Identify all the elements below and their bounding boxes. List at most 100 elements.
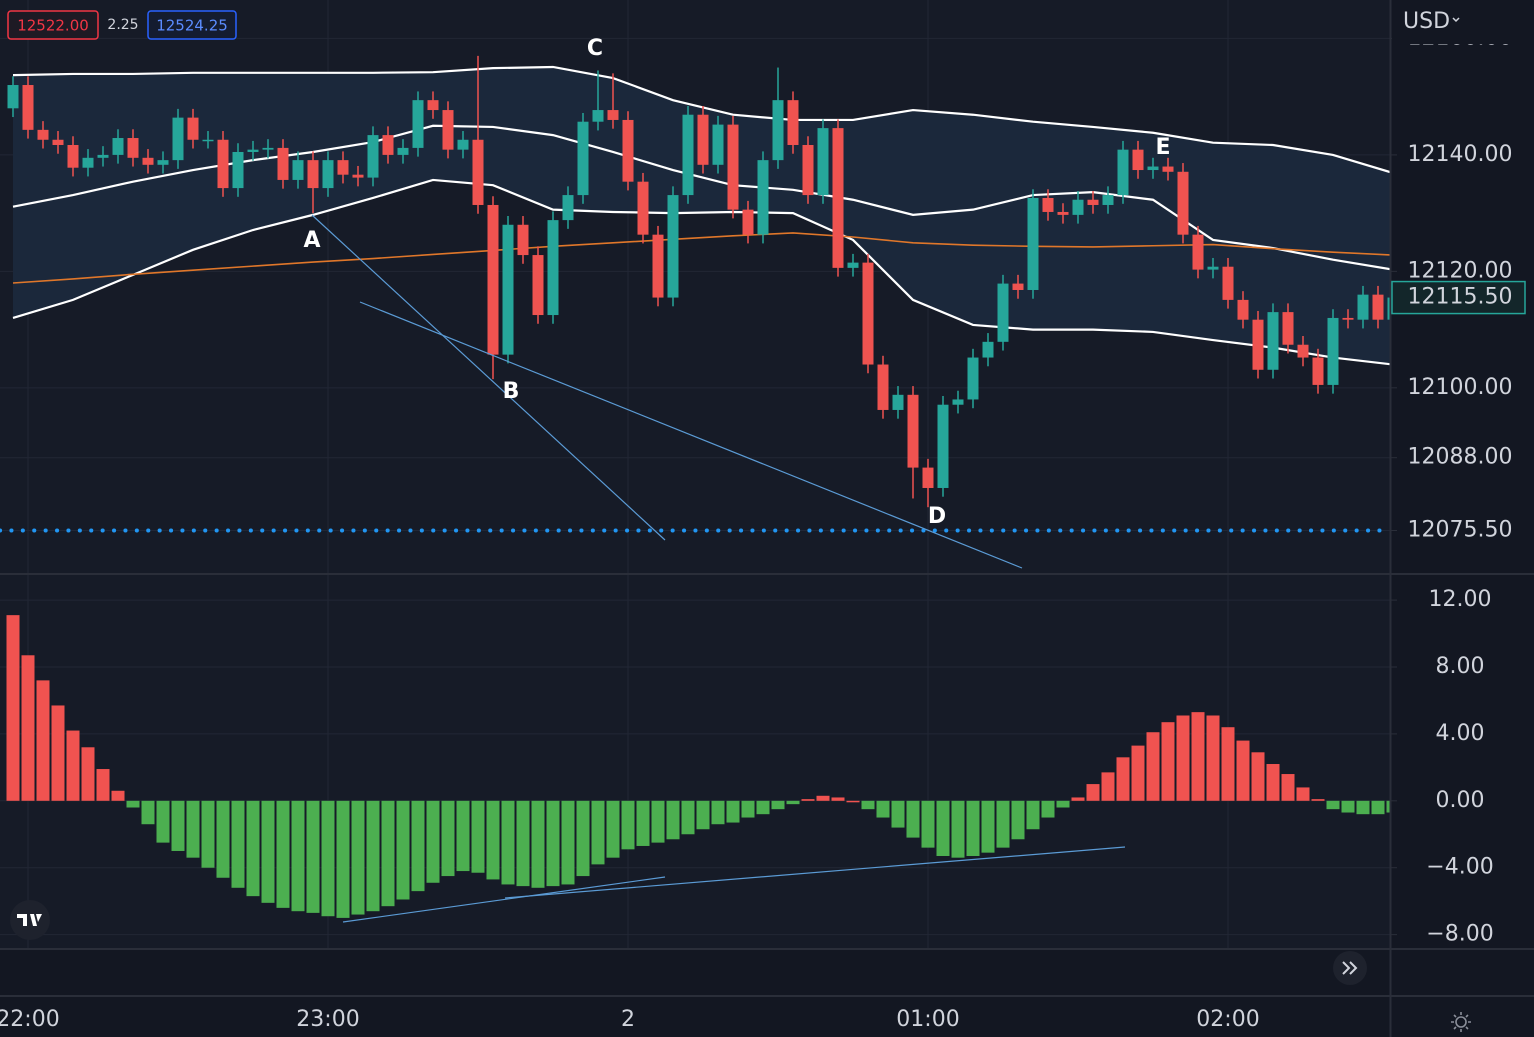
histogram-bar: [66, 730, 80, 801]
histogram-bar: [591, 800, 605, 865]
histogram-bar: [126, 800, 140, 808]
candle-body: [952, 399, 964, 405]
candle-body: [637, 181, 649, 235]
candle-body: [1372, 294, 1384, 320]
candle-body: [7, 85, 19, 109]
histogram-bar: [1146, 732, 1160, 801]
candle-body: [772, 100, 784, 161]
histogram-bar: [336, 800, 350, 918]
y-tick-label: 12120.00: [1408, 258, 1513, 283]
candle-body: [1177, 171, 1189, 235]
candle-body: [1222, 266, 1234, 300]
histogram-bar: [6, 615, 20, 801]
histogram-bar: [351, 800, 365, 915]
candle-body: [1387, 297, 1390, 320]
candle-body: [517, 224, 529, 256]
trend-line: [342, 876, 666, 923]
histogram-bar: [366, 800, 380, 912]
histogram-bar: [561, 800, 575, 885]
settings-button[interactable]: [1451, 1012, 1471, 1032]
candle-body: [37, 129, 49, 140]
trend-line: [359, 301, 1023, 569]
y-tick-label: 12.00: [1429, 587, 1492, 612]
histogram-bar: [1191, 712, 1205, 801]
indicator-line: [12, 232, 1390, 284]
annotation: E: [1155, 135, 1170, 160]
candle-body: [1282, 312, 1294, 345]
y-tick-label: 12140.00: [1408, 142, 1513, 167]
histogram-bar: [1266, 764, 1280, 801]
histogram-bar: [801, 799, 815, 801]
annotation: C: [587, 36, 603, 61]
candle-body: [187, 117, 199, 140]
histogram-bar: [486, 800, 500, 880]
candle-body: [1072, 199, 1084, 215]
candle-body: [487, 204, 499, 355]
histogram-bar: [771, 800, 785, 810]
candle-body: [742, 209, 754, 235]
candle-body: [877, 364, 889, 410]
histogram-bar: [1026, 800, 1040, 830]
spread: 2.25: [107, 17, 138, 33]
histogram-bar: [756, 800, 770, 815]
candle-body: [892, 394, 904, 410]
candle-body: [937, 404, 949, 488]
histogram-bar: [906, 800, 920, 838]
trend-line: [311, 214, 666, 541]
histogram-bar: [546, 800, 560, 887]
candle-body: [442, 110, 454, 150]
histogram-bar: [1251, 752, 1265, 801]
histogram-bar: [1311, 799, 1325, 801]
gear-hub: [1455, 1016, 1467, 1028]
candle-body: [382, 135, 394, 155]
candle-body: [217, 139, 229, 189]
trend-line: [504, 846, 1126, 899]
trend-lines: [311, 214, 1126, 923]
x-tick-label: 02:00: [1196, 1007, 1259, 1032]
y-tick-label: 12088.00: [1408, 445, 1513, 470]
histogram-bar: [36, 680, 50, 801]
histogram-bar: [1296, 787, 1310, 801]
histogram-bar: [621, 800, 635, 850]
candle-body: [682, 114, 694, 196]
histogram-bar: [111, 790, 125, 801]
histogram-bar: [651, 800, 665, 843]
bid-box[interactable]: [7, 10, 99, 40]
candle-body: [67, 144, 79, 168]
candle-body: [1162, 166, 1174, 172]
histogram-bar: [1056, 800, 1070, 808]
histogram-bar: [996, 800, 1010, 848]
histogram-bar: [261, 800, 275, 903]
histogram-bar: [1221, 727, 1235, 801]
histogram-bar: [1356, 800, 1370, 815]
gear-teeth: [1451, 1012, 1471, 1032]
candle-body: [1027, 197, 1039, 290]
y-tick-label: −4.00: [1426, 855, 1493, 880]
candle-body: [1207, 266, 1219, 270]
candle-body: [232, 151, 244, 189]
candle-body: [757, 160, 769, 235]
y-tick-label: −8.00: [1426, 922, 1493, 947]
annotation: D: [928, 504, 946, 529]
histogram-bar: [1011, 800, 1025, 840]
ask-box[interactable]: [147, 10, 237, 40]
histogram-bar: [1176, 715, 1190, 801]
candle-body: [1192, 234, 1204, 270]
band-fill: [13, 66, 1390, 365]
histogram-bar: [531, 800, 545, 888]
histogram-bar: [1086, 784, 1100, 801]
indicator-line: [12, 178, 1390, 366]
candle-body: [112, 138, 124, 155]
histogram-bar: [1041, 800, 1055, 818]
histogram-bar: [456, 800, 470, 872]
candle-body: [1357, 294, 1369, 320]
ask-price: 12524.25: [156, 17, 228, 35]
currency[interactable]: USD: [1403, 9, 1450, 34]
y-tick-label: 4.00: [1436, 721, 1485, 746]
candle-body: [712, 124, 724, 165]
candle-body: [1147, 166, 1159, 171]
candle-body: [1312, 357, 1324, 385]
histogram-bar: [186, 800, 200, 858]
histogram-bar: [291, 800, 305, 912]
candle-body: [607, 110, 619, 120]
